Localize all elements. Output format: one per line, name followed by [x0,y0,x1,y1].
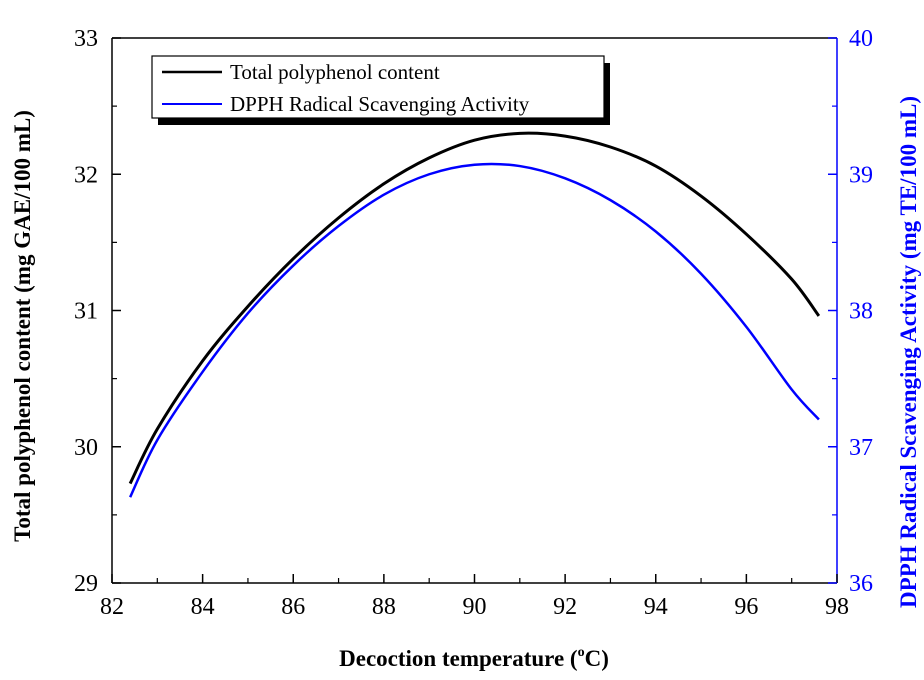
legend: Total polyphenol content DPPH Radical Sc… [151,55,610,125]
x-tick-label: 82 [100,594,124,620]
y-axis-right-title: DPPH Radical Scavenging Activity (mg TE/… [896,96,921,608]
x-tick-label: 84 [191,594,215,620]
y-left-tick-label: 29 [74,571,98,597]
y-axis-left-title: Total polyphenol content (mg GAE/100 mL) [10,110,35,542]
x-tick-label: 86 [281,594,305,620]
x-tick-label: 92 [553,594,577,620]
series-line-dpph [129,162,820,498]
x-tick-label: 98 [825,594,849,620]
legend-label-polyphenol: Total polyphenol content [230,60,440,84]
y-left-tick-label: 32 [74,162,98,188]
y-right-tick-label: 36 [849,571,873,597]
y-right-tick-label: 39 [849,162,873,188]
x-axis-title: Decoction temperature (oC) [339,645,609,671]
x-tick-label: 88 [372,594,396,620]
series-line-polyphenol [128,131,821,485]
x-tick-label: 94 [644,594,668,620]
x-tick-label: 90 [463,594,487,620]
y-left-tick-label: 33 [74,26,98,52]
y-right-tick-label: 40 [849,26,873,52]
y-left-tick-label: 30 [74,435,98,461]
y-right-tick-label: 38 [849,299,873,325]
series-layer [128,131,821,498]
legend-label-dpph: DPPH Radical Scavenging Activity [230,92,530,116]
axes-layer: 82 84 86 88 90 92 94 96 98 29 30 31 32 33 36 37 38 39 40 [74,26,873,620]
legend-box [151,55,605,119]
y-right-tick-label: 37 [849,435,873,461]
x-tick-label: 96 [734,594,758,620]
y-left-tick-label: 31 [74,299,98,325]
